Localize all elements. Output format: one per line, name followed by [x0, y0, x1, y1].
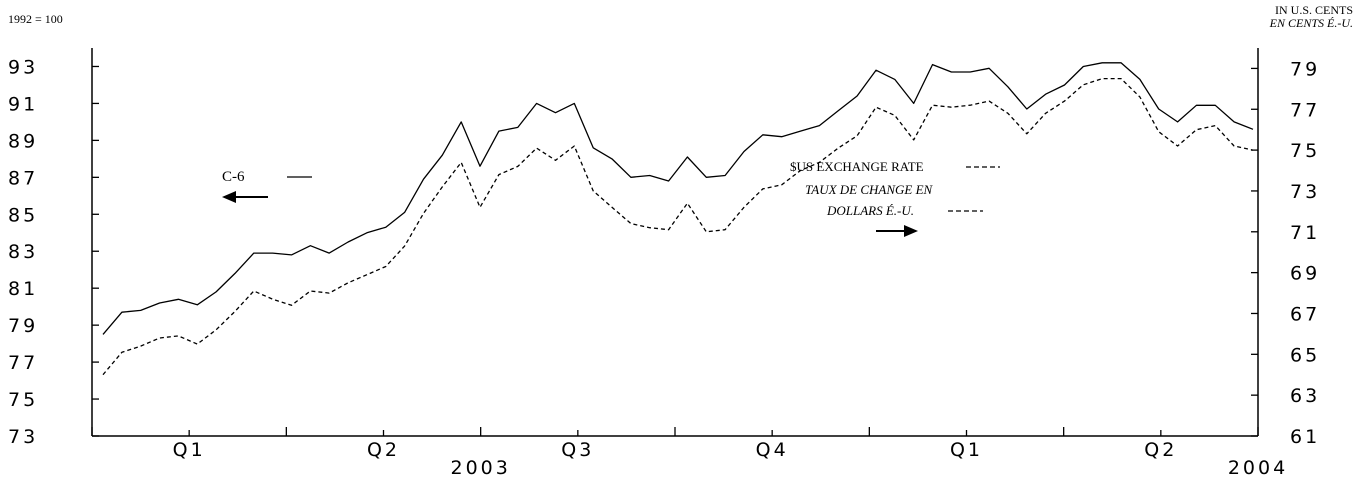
- right-tick-label: 73: [1290, 181, 1320, 203]
- left-tick-label: 83: [8, 241, 38, 263]
- left-axis-unit-label: 1992 = 100: [8, 12, 63, 26]
- legend-exchange-rate: $US EXCHANGE RATE TAUX DE CHANGE EN DOLL…: [790, 159, 1000, 237]
- legend-exchange-label-en: $US EXCHANGE RATE: [790, 159, 924, 174]
- right-tick-label: 77: [1290, 99, 1320, 121]
- left-tick-label: 77: [8, 352, 38, 374]
- left-tick-label: 89: [8, 130, 38, 152]
- year-label: 2004: [1228, 457, 1288, 478]
- left-tick-label: 93: [8, 56, 38, 78]
- right-tick-label: 69: [1290, 263, 1320, 285]
- left-tick-label: 79: [8, 315, 38, 337]
- series-line-1: [102, 62, 1254, 335]
- left-axis-ticks: 73 75 77 79 81 83 85 87 89 91 93: [8, 56, 99, 448]
- series-line-2: [102, 77, 1254, 376]
- left-tick-label: 87: [8, 167, 38, 189]
- right-axis-unit-label-fr: EN CENTS É.-U.: [1269, 16, 1353, 30]
- x-axis-ticks: [91, 427, 1259, 436]
- legend-c6: C-6: [222, 169, 312, 203]
- left-tick-label: 75: [8, 389, 38, 411]
- right-tick-label: 63: [1290, 385, 1320, 407]
- left-tick-label: 91: [8, 93, 38, 115]
- left-tick-label: 81: [8, 278, 38, 300]
- left-tick-label: 73: [8, 426, 38, 448]
- right-arrowhead-icon: [904, 225, 918, 237]
- quarter-label: Q1: [173, 439, 206, 461]
- quarter-label: Q3: [561, 439, 594, 461]
- quarter-label: Q1: [950, 439, 983, 461]
- series-layer: [102, 62, 1254, 376]
- year-label: 2003: [450, 457, 510, 478]
- left-tick-label: 85: [8, 204, 38, 226]
- quarter-label: Q2: [367, 439, 400, 461]
- right-axis-unit-label-en: IN U.S. CENTS: [1275, 3, 1353, 17]
- right-tick-label: 79: [1290, 58, 1320, 80]
- left-arrowhead-icon: [222, 191, 236, 203]
- right-tick-label: 75: [1290, 140, 1320, 162]
- legend-c6-label: C-6: [222, 169, 245, 185]
- right-tick-label: 67: [1290, 303, 1320, 325]
- legend-exchange-label-fr-1: TAUX DE CHANGE EN: [805, 182, 934, 197]
- right-tick-label: 65: [1290, 344, 1320, 366]
- legend-exchange-label-fr-2: DOLLARS É.-U.: [826, 203, 914, 218]
- x-axis-labels: Q1 Q2 Q3 Q4 Q1 Q2 2003 2004: [173, 439, 1288, 478]
- right-tick-label: 61: [1290, 426, 1320, 448]
- quarter-label: Q4: [756, 439, 789, 461]
- right-tick-label: 71: [1290, 222, 1320, 244]
- quarter-label: Q2: [1144, 439, 1177, 461]
- right-axis-ticks: 61 63 65 67 69 71 73 75 77 79: [1251, 58, 1320, 448]
